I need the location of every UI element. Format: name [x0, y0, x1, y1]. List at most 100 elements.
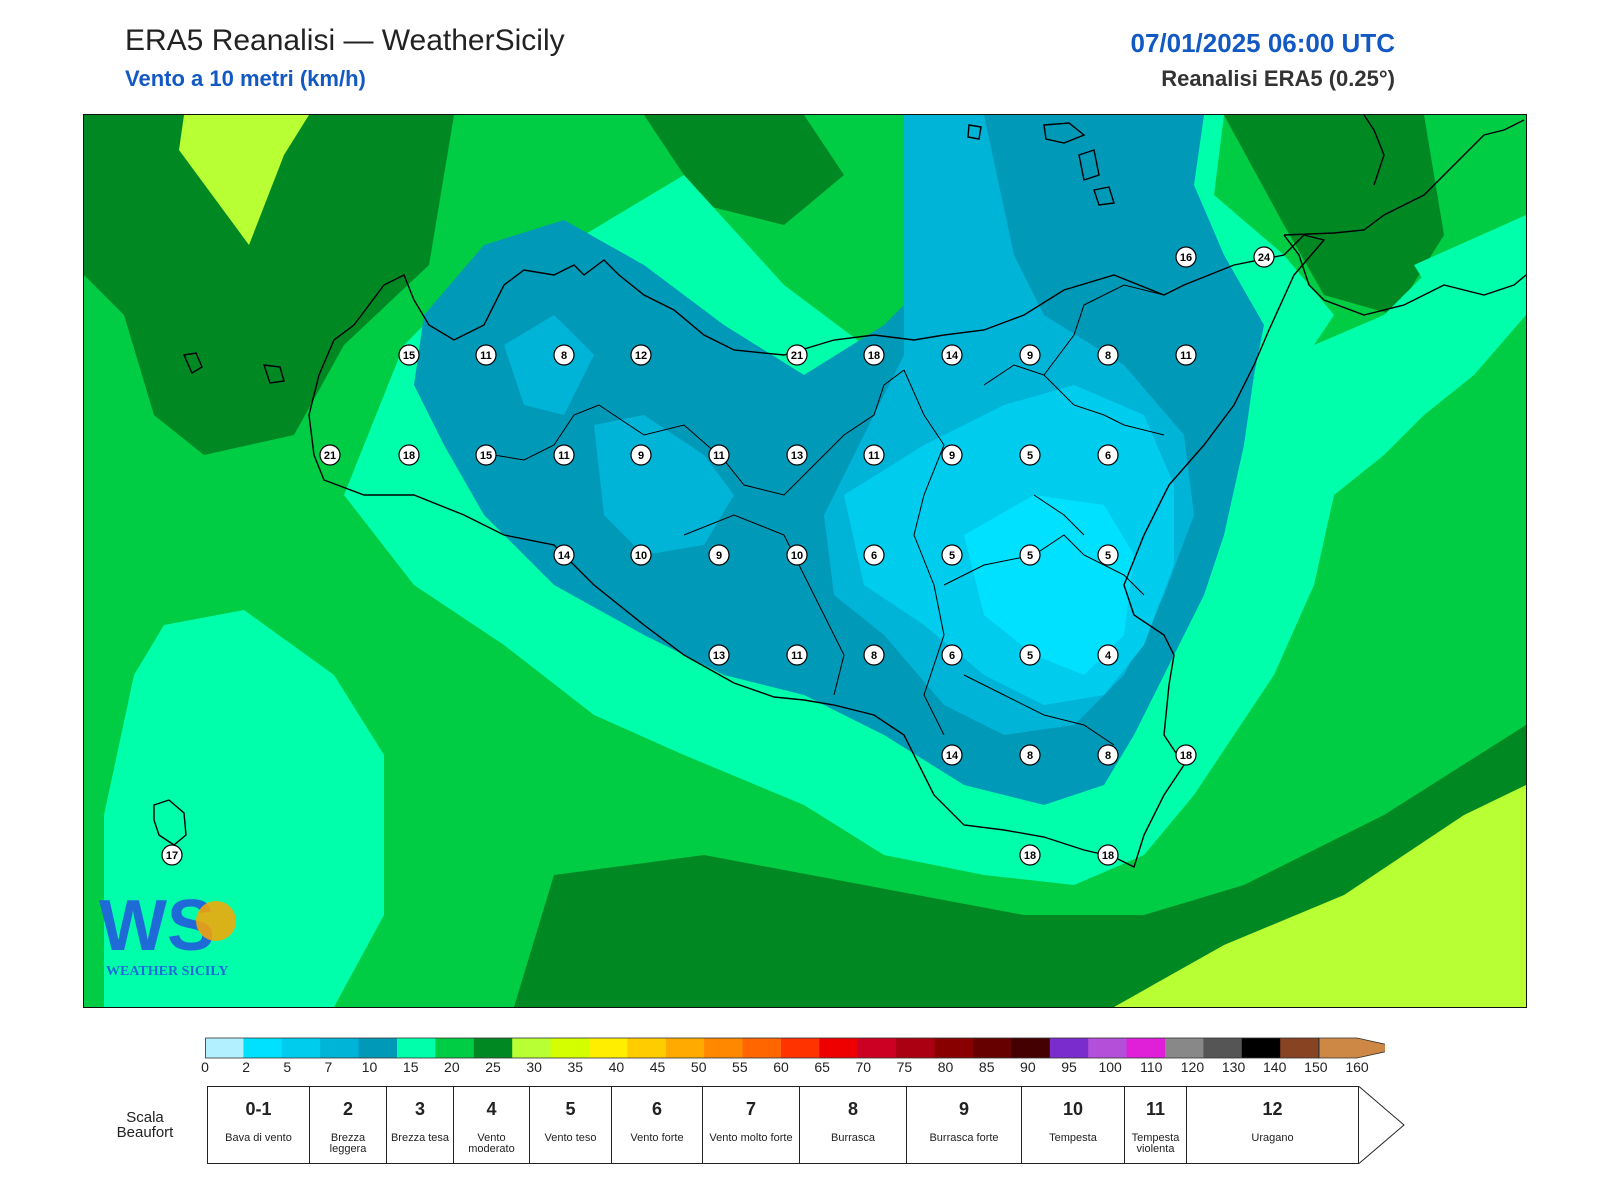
colorbar-tick-label: 110 — [1140, 1059, 1163, 1075]
station-marker-circle — [863, 544, 885, 566]
station-value-marker: 9 — [941, 444, 963, 466]
station-marker-circle — [1253, 246, 1275, 268]
station-value-label: 16 — [1180, 252, 1192, 264]
colorbar-segment — [665, 1038, 705, 1058]
station-value-marker: 6 — [941, 644, 963, 666]
map-subtitle: Vento a 10 metri (km/h) — [125, 66, 366, 91]
station-marker-circle — [161, 844, 183, 866]
beaufort-description: Vento teso — [544, 1132, 597, 1144]
beaufort-scale-label: Scala Beaufort — [116, 1109, 174, 1141]
colorbar-segment — [742, 1038, 782, 1058]
station-value-label: 15 — [480, 450, 492, 462]
station-marker-circle — [475, 344, 497, 366]
colorbar-tick-label: 160 — [1345, 1059, 1369, 1075]
station-value-marker: 9 — [630, 444, 652, 466]
colorbar-tick-label: 20 — [444, 1059, 460, 1075]
station-value-marker: 8 — [863, 644, 885, 666]
colorbar-segment — [473, 1038, 513, 1058]
data-source: Reanalisi ERA5 (0.25°) — [1161, 66, 1395, 91]
colorbar-segment — [435, 1038, 475, 1058]
station-value-marker: 11 — [1175, 344, 1197, 366]
colorbar-tick-label: 100 — [1098, 1059, 1122, 1075]
station-value-label: 6 — [871, 550, 877, 562]
colorbar-tick-label: 40 — [608, 1059, 625, 1075]
beaufort-description: Burrasca — [830, 1132, 876, 1144]
beaufort-description: Bava di vento — [225, 1132, 292, 1144]
station-value-marker: 21 — [319, 444, 341, 466]
station-marker-circle — [786, 344, 808, 366]
beaufort-description: Brezza tesa — [390, 1132, 450, 1144]
colorbar-segment — [857, 1038, 897, 1058]
beaufort-cell: 5 Vento teso — [530, 1086, 612, 1164]
logo-letters: WS — [99, 886, 215, 966]
colorbar-segment — [819, 1038, 859, 1058]
station-value-label: 5 — [1027, 550, 1033, 562]
colorbar-segment — [896, 1038, 936, 1058]
station-value-marker: 14 — [553, 544, 575, 566]
station-value-marker: 8 — [553, 344, 575, 366]
station-marker-circle — [786, 444, 808, 466]
beaufort-arrow-icon — [1359, 1086, 1405, 1164]
station-marker-circle — [553, 344, 575, 366]
station-value-marker: 18 — [1019, 844, 1041, 866]
station-value-label: 5 — [1027, 450, 1033, 462]
station-marker-circle — [398, 344, 420, 366]
colorbar-segment — [973, 1038, 1012, 1058]
station-value-marker: 15 — [398, 344, 420, 366]
station-value-label: 24 — [1258, 252, 1271, 264]
beaufort-description: Tempesta violenta — [1131, 1132, 1180, 1155]
station-marker-circle — [941, 444, 963, 466]
station-value-marker: 18 — [863, 344, 885, 366]
station-marker-circle — [1097, 444, 1119, 466]
colorbar-segment — [281, 1038, 321, 1058]
station-value-marker: 11 — [475, 344, 497, 366]
beaufort-description: Vento moderato — [468, 1132, 515, 1155]
station-value-marker: 5 — [1019, 544, 1041, 566]
station-value-label: 13 — [713, 650, 725, 662]
station-value-label: 8 — [1105, 750, 1111, 762]
station-marker-circle — [863, 644, 885, 666]
wind-zone-2-5 — [964, 495, 1134, 675]
station-markers: 15 11 8 12 21 18 14 9 8 11 16 24 21 18 15 11 9 11 13 11 9 5 6 1… — [161, 246, 1275, 866]
station-value-label: 9 — [716, 550, 722, 562]
beaufort-number: 11 — [1145, 1099, 1166, 1119]
station-value-label: 14 — [558, 550, 571, 562]
colorbar-tick-label: 70 — [855, 1059, 872, 1075]
beaufort-number: 12 — [1262, 1099, 1283, 1119]
station-marker-circle — [941, 544, 963, 566]
station-value-label: 5 — [1105, 550, 1111, 562]
station-marker-circle — [708, 644, 730, 666]
beaufort-number: 8 — [847, 1099, 858, 1119]
colorbar-segment — [1203, 1038, 1243, 1058]
station-marker-circle — [1097, 844, 1119, 866]
station-marker-circle — [941, 744, 963, 766]
station-value-label: 11 — [480, 350, 492, 362]
station-value-label: 9 — [1027, 350, 1033, 362]
colorbar-tick-label: 55 — [732, 1059, 748, 1075]
colorbar-svg — [205, 1037, 1403, 1059]
beaufort-number: 3 — [414, 1099, 425, 1119]
colorbar-segment — [1126, 1038, 1166, 1058]
beaufort-cell: 3 Brezza tesa — [387, 1086, 454, 1164]
beaufort-number: 7 — [745, 1099, 756, 1119]
wind-zone-7-10 — [594, 415, 734, 555]
station-value-marker: 4 — [1097, 644, 1119, 666]
station-value-marker: 21 — [786, 344, 808, 366]
wind-zone-30-35 — [179, 115, 309, 245]
beaufort-cell: 6 Vento forte — [612, 1086, 703, 1164]
station-value-label: 13 — [791, 450, 803, 462]
colorbar-segment — [358, 1038, 398, 1058]
beaufort-description: Brezza leggera — [329, 1132, 367, 1155]
colorbar-tick-label: 30 — [526, 1059, 542, 1075]
colorbar-tick-label: 50 — [690, 1059, 707, 1075]
station-value-label: 8 — [1027, 750, 1033, 762]
station-marker-circle — [1019, 744, 1041, 766]
station-value-marker: 14 — [941, 744, 963, 766]
station-marker-circle — [708, 544, 730, 566]
wind-zone-15-20 — [104, 610, 384, 1007]
station-value-marker: 13 — [708, 644, 730, 666]
weathersicily-logo: WS WEATHER SICILY — [99, 886, 236, 979]
colorbar-tick-label: 120 — [1180, 1059, 1205, 1075]
station-value-label: 6 — [1105, 450, 1111, 462]
station-value-label: 9 — [638, 450, 644, 462]
